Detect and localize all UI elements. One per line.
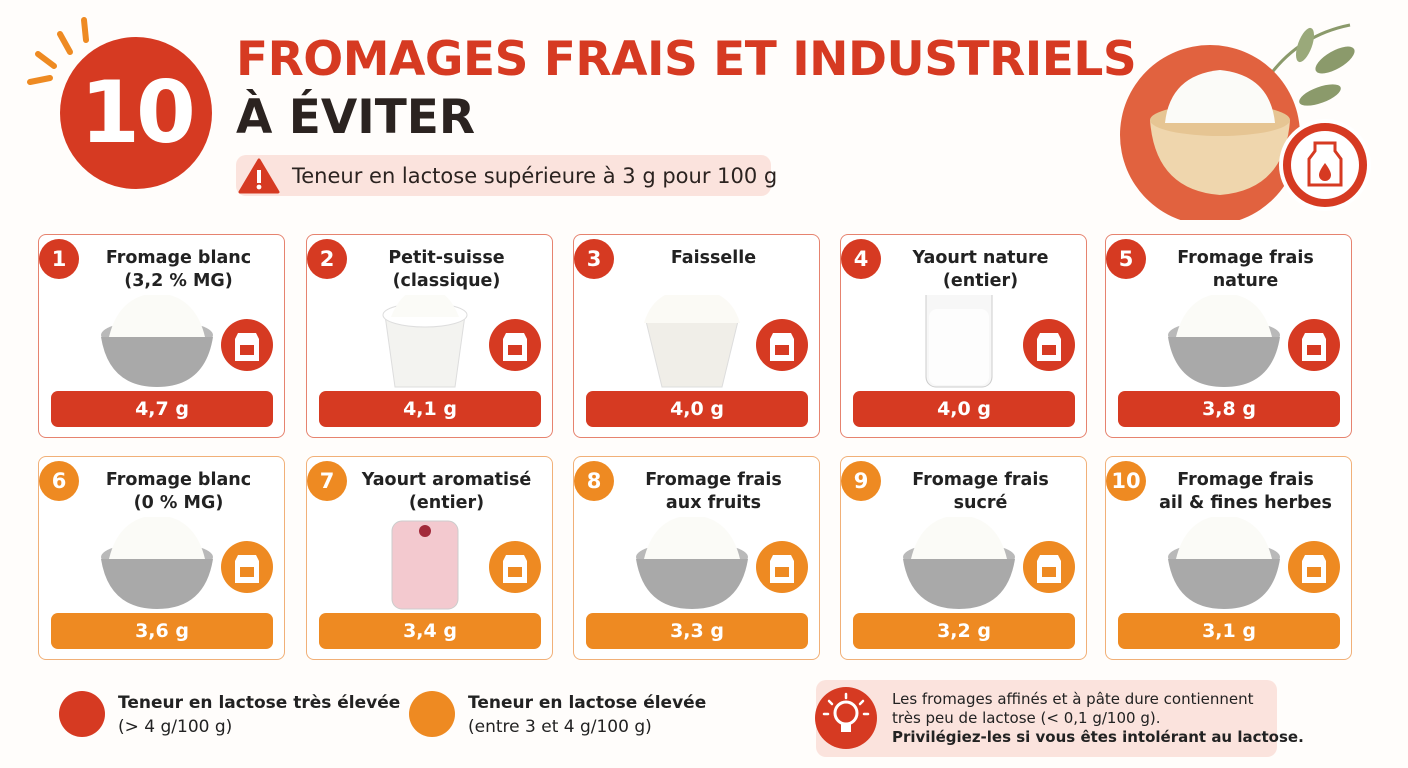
product-name: Fromage frais aux fruits bbox=[614, 469, 813, 515]
product-name: Fromage blanc (0 % MG) bbox=[79, 469, 278, 515]
bulb-icon bbox=[815, 687, 877, 749]
name-line: Fromage frais bbox=[1177, 248, 1314, 268]
legend-text: (entre 3 et 4 g/100 g) bbox=[468, 717, 652, 737]
tip-bold: Privilégiez-les si vous êtes intolérant … bbox=[892, 728, 1304, 746]
lactose-value: 3,4 g bbox=[319, 613, 541, 649]
product-card: 9 Fromage frais sucré 3,2 g bbox=[840, 456, 1087, 660]
rank-badge: 10 bbox=[1106, 461, 1146, 501]
product-image bbox=[101, 517, 273, 609]
product-card: 6 Fromage blanc (0 % MG) 3,6 g bbox=[38, 456, 285, 660]
product-card: 1 Fromage blanc (3,2 % MG) 4,7 g bbox=[38, 234, 285, 438]
lactose-value: 3,6 g bbox=[51, 613, 273, 649]
subtitle: Teneur en lactose supérieure à 3 g pour … bbox=[236, 155, 777, 196]
name-line: (3,2 % MG) bbox=[124, 271, 233, 291]
name-line: (entier) bbox=[942, 271, 1019, 291]
rank-badge: 8 bbox=[574, 461, 614, 501]
product-card: 10 Fromage frais ail & fines herbes 3,1 g bbox=[1105, 456, 1352, 660]
rank-badge: 1 bbox=[39, 239, 79, 279]
product-name: Yaourt aromatisé (entier) bbox=[347, 469, 546, 515]
legend-item: Teneur en lactose très élevée (> 4 g/100 … bbox=[118, 691, 400, 739]
name-line: (0 % MG) bbox=[133, 493, 224, 513]
lactose-value: 3,8 g bbox=[1118, 391, 1340, 427]
name-line: ail & fines herbes bbox=[1159, 493, 1332, 513]
rank-badge: 6 bbox=[39, 461, 79, 501]
product-image bbox=[636, 517, 808, 609]
product-card: 8 Fromage frais aux fruits 3,3 g bbox=[573, 456, 820, 660]
product-image bbox=[1168, 517, 1340, 609]
name-line: sucré bbox=[953, 493, 1008, 513]
name-line: Fromage frais bbox=[645, 470, 782, 490]
product-name: Fromage frais nature bbox=[1146, 247, 1345, 293]
legend-dot-orange bbox=[409, 691, 455, 737]
count-badge: 10 bbox=[60, 37, 212, 189]
legend-text: (> 4 g/100 g) bbox=[118, 717, 233, 737]
lactose-value: 4,1 g bbox=[319, 391, 541, 427]
title-line-2: À ÉVITER bbox=[236, 90, 476, 145]
hero-illustration bbox=[1120, 23, 1371, 220]
product-image bbox=[391, 520, 541, 610]
rank-badge: 5 bbox=[1106, 239, 1146, 279]
lactose-value: 3,1 g bbox=[1118, 613, 1340, 649]
product-image bbox=[101, 295, 273, 387]
tip-line: Les fromages affinés et à pâte dure cont… bbox=[892, 690, 1254, 708]
product-name: Fromage frais ail & fines herbes bbox=[1146, 469, 1345, 515]
legend-item: Teneur en lactose élevée (entre 3 et 4 g/… bbox=[468, 691, 706, 739]
title-line-1: FROMAGES FRAIS ET INDUSTRIELS bbox=[236, 32, 1137, 87]
name-line: (classique) bbox=[392, 271, 501, 291]
product-card: 4 Yaourt nature (entier) 4,0 g bbox=[840, 234, 1087, 438]
legend-dot-red bbox=[59, 691, 105, 737]
warning-icon bbox=[238, 158, 280, 194]
product-card: 2 Petit-suisse (classique) 4,1 g bbox=[306, 234, 553, 438]
rank-badge: 3 bbox=[574, 239, 614, 279]
product-image bbox=[903, 517, 1075, 609]
lactose-value: 3,2 g bbox=[853, 613, 1075, 649]
rank-badge: 4 bbox=[841, 239, 881, 279]
product-name: Faisselle bbox=[614, 247, 813, 270]
tip-text: Les fromages affinés et à pâte dure cont… bbox=[892, 690, 1304, 747]
name-line: Faisselle bbox=[670, 248, 757, 268]
rank-badge: 2 bbox=[307, 239, 347, 279]
name-line: Fromage blanc bbox=[105, 470, 252, 490]
name-line: Yaourt nature bbox=[912, 248, 1049, 268]
name-line: Fromage frais bbox=[912, 470, 1049, 490]
product-name: Fromage blanc (3,2 % MG) bbox=[79, 247, 278, 293]
sun-rays bbox=[27, 17, 89, 85]
rank-badge: 9 bbox=[841, 461, 881, 501]
product-image bbox=[1168, 295, 1340, 387]
product-image bbox=[925, 295, 1075, 388]
product-image bbox=[382, 295, 541, 388]
legend-text: Teneur en lactose très élevée bbox=[118, 693, 401, 713]
name-line: nature bbox=[1212, 271, 1279, 291]
tip-box bbox=[816, 680, 1277, 757]
name-line: Petit-suisse bbox=[388, 248, 505, 268]
product-name: Petit-suisse (classique) bbox=[347, 247, 546, 293]
tip-line: très peu de lactose (< 0,1 g/100 g). bbox=[892, 709, 1161, 727]
product-image bbox=[644, 295, 808, 388]
name-line: Fromage frais bbox=[1177, 470, 1314, 490]
name-line: Fromage blanc bbox=[105, 248, 252, 268]
product-name: Yaourt nature (entier) bbox=[881, 247, 1080, 293]
name-line: aux fruits bbox=[665, 493, 762, 513]
product-card: 5 Fromage frais nature 3,8 g bbox=[1105, 234, 1352, 438]
product-name: Fromage frais sucré bbox=[881, 469, 1080, 515]
name-line: Yaourt aromatisé bbox=[361, 470, 532, 490]
rank-badge: 7 bbox=[307, 461, 347, 501]
subtitle-text: Teneur en lactose supérieure à 3 g pour … bbox=[292, 163, 778, 188]
lactose-value: 4,7 g bbox=[51, 391, 273, 427]
product-card: 7 Yaourt aromatisé (entier) 3,4 g bbox=[306, 456, 553, 660]
name-line: (entier) bbox=[408, 493, 485, 513]
lactose-value: 4,0 g bbox=[586, 391, 808, 427]
product-card: 3 Faisselle 4,0 g bbox=[573, 234, 820, 438]
lactose-value: 4,0 g bbox=[853, 391, 1075, 427]
lactose-value: 3,3 g bbox=[586, 613, 808, 649]
legend-text: Teneur en lactose élevée bbox=[468, 693, 707, 713]
